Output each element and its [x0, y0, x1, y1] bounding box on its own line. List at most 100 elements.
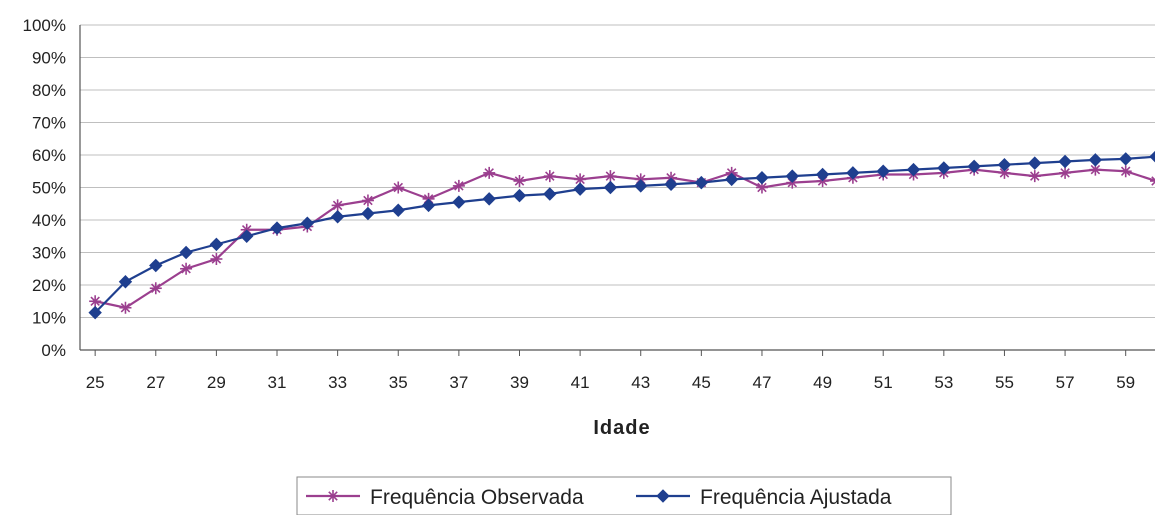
x-tick-label: 51: [874, 373, 893, 392]
y-axis-tick-labels: 0% 10% 20% 30% 40% 50% 60% 70% 80% 90% 100%: [23, 16, 66, 360]
data-point: [361, 206, 375, 221]
data-point: [634, 179, 648, 193]
data-point: [694, 175, 709, 190]
data-point: [906, 162, 921, 177]
data-point: [573, 182, 587, 196]
x-tick-label: 41: [571, 373, 590, 392]
data-point: [543, 187, 557, 201]
data-point: [330, 210, 345, 224]
data-point: [876, 164, 890, 178]
data-point: [391, 203, 405, 217]
x-tick-label: 25: [86, 373, 105, 392]
series-group: [88, 150, 1155, 320]
x-axis-label: Idade: [593, 417, 650, 439]
data-point: [513, 175, 526, 187]
data-point: [998, 166, 1011, 179]
data-point: [118, 275, 133, 289]
data-point: [88, 305, 102, 320]
data-point: [603, 180, 618, 195]
y-tick-label: 90%: [32, 49, 66, 68]
data-point: [574, 173, 587, 186]
data-point: [543, 170, 556, 183]
x-tick-label: 53: [934, 373, 953, 392]
legend-marker: [656, 489, 670, 503]
data-point: [149, 258, 163, 273]
data-point: [300, 216, 315, 230]
data-point: [846, 166, 860, 180]
data-point: [270, 221, 284, 235]
data-point: [452, 179, 465, 192]
data-point: [392, 181, 405, 194]
y-tick-label: 50%: [32, 179, 66, 198]
data-point: [1028, 170, 1041, 183]
data-point: [483, 166, 496, 179]
data-point: [452, 195, 466, 209]
x-tick-label: 37: [449, 373, 468, 392]
data-point: [210, 253, 223, 265]
data-point: [785, 169, 799, 183]
data-point: [512, 188, 527, 203]
legend-box: [296, 476, 952, 515]
y-tick-label: 100%: [23, 16, 66, 35]
data-point: [1058, 154, 1072, 169]
data-point: [89, 295, 102, 308]
series-line: [94, 168, 1155, 309]
x-tick-label: 57: [1056, 373, 1075, 392]
x-tick-label: 55: [995, 373, 1014, 392]
data-point: [209, 237, 224, 252]
legend-items: Frequência Observada Frequência Ajustada: [306, 486, 892, 509]
y-tick-label: 60%: [32, 146, 66, 165]
data-point: [149, 282, 162, 295]
data-point: [664, 177, 678, 191]
data-point: [180, 262, 193, 275]
data-point: [937, 161, 951, 175]
x-tick-label: 49: [813, 373, 832, 392]
x-tick-label: 59: [1116, 373, 1135, 392]
x-tick-label: 45: [692, 373, 711, 392]
x-tick-label: 29: [207, 373, 226, 392]
x-tick-label: 31: [268, 373, 287, 392]
data-point: [331, 199, 344, 212]
series-line: [94, 155, 1155, 314]
y-tick-label: 70%: [32, 114, 66, 133]
x-tick-label: 27: [146, 373, 165, 392]
axes: [79, 25, 1155, 356]
legend-label: Frequência Ajustada: [700, 486, 892, 509]
series-2: [88, 150, 1155, 320]
x-tick-label: 35: [389, 373, 408, 392]
data-point: [604, 170, 617, 183]
y-tick-label: 40%: [32, 211, 66, 230]
data-point: [421, 198, 436, 213]
y-tick-label: 80%: [32, 81, 66, 100]
data-point: [755, 171, 769, 185]
data-point: [1149, 150, 1155, 163]
data-point: [1118, 152, 1133, 166]
data-point: [239, 229, 254, 243]
y-tick-label: 0%: [41, 341, 66, 360]
data-point: [724, 172, 739, 187]
data-point: [179, 245, 193, 260]
x-tick-label: 39: [510, 373, 529, 392]
y-tick-label: 30%: [32, 244, 66, 263]
data-point: [119, 301, 132, 314]
data-point: [482, 192, 496, 206]
legend: Frequência Observada Frequência Ajustada: [296, 476, 952, 515]
data-point: [967, 159, 981, 174]
x-tick-label: 43: [631, 373, 650, 392]
y-tick-label: 20%: [32, 276, 66, 295]
data-point: [1088, 153, 1103, 167]
x-axis-tick-labels: 25 27 29 31 33 35 37 39 41 43 45 47 49 51 53 55 57 59: [86, 373, 1135, 392]
data-point: [997, 158, 1012, 172]
x-tick-label: 33: [328, 373, 347, 392]
data-point: [1059, 166, 1072, 179]
data-point: [1119, 165, 1132, 178]
legend-label: Frequência Observada: [370, 486, 584, 509]
data-point: [361, 194, 374, 207]
data-point: [1150, 176, 1155, 186]
y-tick-label: 10%: [32, 309, 66, 328]
data-point: [1028, 156, 1042, 170]
data-point: [815, 167, 830, 182]
x-tick-label: 47: [753, 373, 772, 392]
legend-marker: [327, 490, 339, 502]
